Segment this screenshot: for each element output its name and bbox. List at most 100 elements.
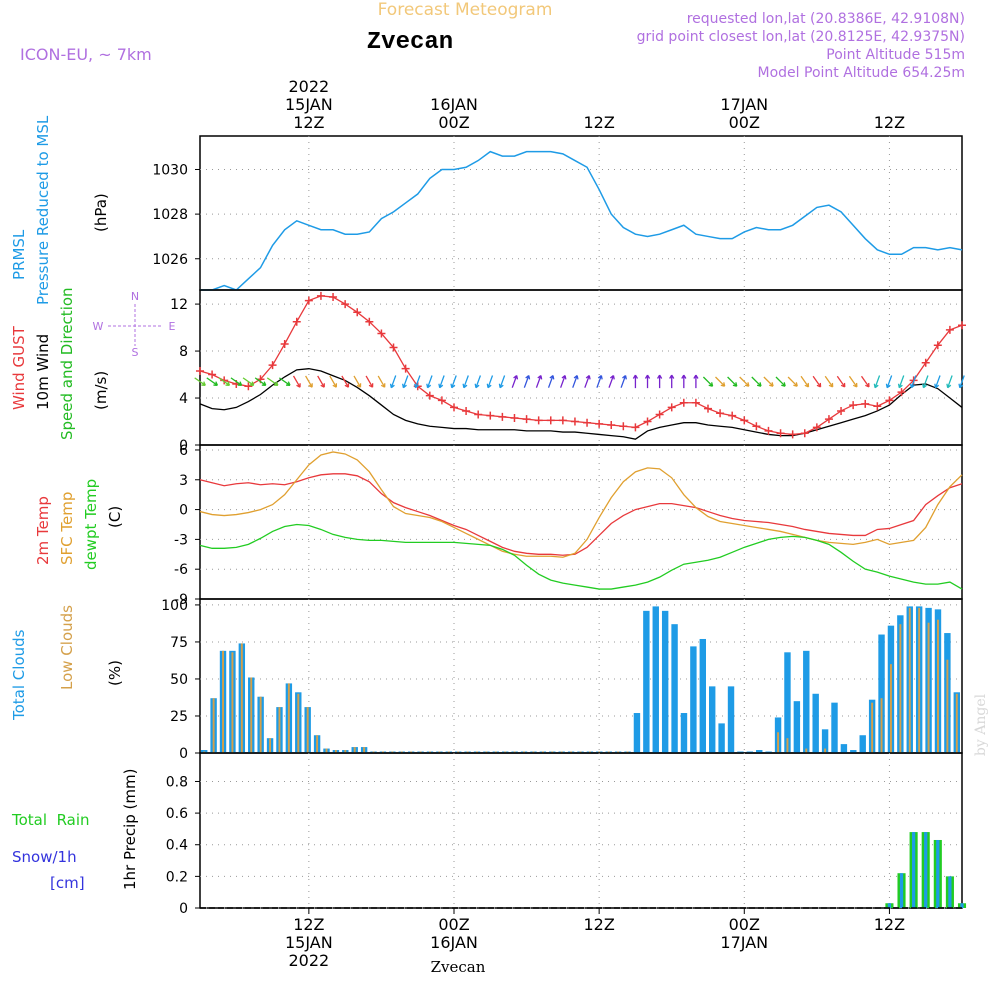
- bottom-tick-date: 17JAN: [720, 933, 768, 952]
- top-tick-time: 00Z: [438, 113, 469, 132]
- top-tick-date: 15JAN: [285, 95, 333, 114]
- wind-direction-arrow: [775, 376, 786, 387]
- wind-direction-arrow: [462, 375, 469, 389]
- requested-coords: requested lon,lat (20.8386E, 42.9108N): [687, 11, 965, 27]
- gust-marker: [510, 413, 519, 422]
- gust-marker: [304, 296, 313, 305]
- wind-direction-arrow: [632, 374, 639, 389]
- low-cloud-bar: [278, 707, 281, 753]
- top-tick-time: 12Z: [874, 113, 905, 132]
- panel-frame: [199, 598, 963, 754]
- wind-direction-arrow: [438, 375, 445, 389]
- snow-bar: [960, 903, 964, 908]
- gust-marker: [788, 430, 797, 439]
- gust-marker: [958, 321, 966, 330]
- wind-direction-arrow: [242, 377, 255, 386]
- gust-marker: [437, 396, 446, 405]
- total-cloud-bar: [680, 713, 688, 753]
- gust-marker: [316, 291, 325, 300]
- low-cloud-label: Low Clouds: [58, 605, 76, 690]
- compass-s: S: [132, 346, 139, 359]
- compass-w: W: [93, 320, 104, 333]
- low-cloud-bar: [946, 659, 949, 753]
- wind-direction-arrow: [739, 376, 750, 387]
- gust-marker: [583, 418, 592, 427]
- wind-direction-arrow: [305, 375, 313, 388]
- station-name: Zvecan: [367, 29, 453, 56]
- wind-direction-arrow: [715, 376, 726, 387]
- panel-1: 1026 1028 1030: [152, 135, 963, 291]
- wind-label: 10m Wind: [34, 334, 52, 410]
- gust-marker: [244, 382, 253, 391]
- wind-direction-arrow: [800, 375, 810, 388]
- gust-marker: [268, 361, 277, 370]
- low-cloud-bar: [363, 747, 366, 753]
- gust-marker: [607, 421, 616, 430]
- temp2m-line: [199, 473, 963, 556]
- total-cloud-label: Total Clouds: [10, 629, 28, 721]
- wind-direction-arrow: [620, 374, 627, 388]
- wind-direction-arrow: [860, 375, 870, 388]
- snow-bar: [912, 832, 916, 908]
- low-cloud-bar: [889, 664, 892, 753]
- panel-5: 0 0.2 0.4 0.6 0.8: [166, 752, 967, 917]
- gust-marker: [619, 422, 628, 431]
- gust-marker: [401, 364, 410, 373]
- gust-marker: [425, 391, 434, 400]
- gust-marker: [353, 308, 362, 317]
- low-cloud-bar: [353, 747, 356, 753]
- gust-marker: [873, 402, 882, 411]
- point-altitude: Point Altitude 515m: [826, 47, 965, 63]
- y-tick-label: 0: [179, 438, 188, 454]
- gust-marker: [498, 412, 507, 421]
- low-cloud-bar: [240, 643, 243, 753]
- prmsl-desc: Pressure Reduced to MSL: [34, 115, 52, 305]
- bottom-tick-time: 12Z: [293, 915, 324, 934]
- gust-marker: [764, 426, 773, 435]
- pressure-labels: PRMSL Pressure Reduced to MSL (hPa): [10, 115, 110, 305]
- total-cloud-bar: [878, 634, 885, 753]
- gust-line: [199, 295, 963, 436]
- temp-unit: (C): [106, 506, 124, 528]
- top-tick-year: 2022: [288, 77, 329, 96]
- gust-marker: [631, 423, 640, 432]
- low-cloud-bar: [937, 619, 939, 753]
- gust-marker: [691, 398, 700, 407]
- total-cloud-bar: [643, 610, 650, 753]
- wind-direction-arrow: [693, 374, 699, 389]
- wind-speed-line: [199, 368, 963, 440]
- chart-title: Forecast Meteogram: [378, 0, 553, 20]
- gust-marker: [292, 317, 301, 326]
- bottom-tick-time: 00Z: [729, 915, 760, 934]
- panel-frame: [199, 444, 963, 600]
- gust-label: Wind GUST: [10, 325, 28, 410]
- gust-marker: [570, 417, 579, 426]
- wind-direction-arrow: [812, 375, 822, 388]
- gust-marker: [776, 429, 785, 438]
- low-cloud-bar: [899, 624, 902, 753]
- gust-marker: [655, 410, 664, 419]
- gust-marker: [824, 415, 833, 424]
- y-tick-label: 75: [170, 635, 188, 651]
- total-cloud-bar: [850, 750, 857, 753]
- wind-direction-arrow: [547, 374, 555, 388]
- wind-direction-arrow: [254, 377, 267, 386]
- compass-n: N: [131, 290, 139, 303]
- gust-marker: [861, 399, 870, 408]
- snow-unit: [cm]: [50, 874, 85, 892]
- snow-bar: [899, 873, 904, 908]
- bottom-tick-date: 16JAN: [430, 933, 478, 952]
- gust-marker: [704, 404, 712, 413]
- gust-marker: [462, 406, 471, 415]
- total-cloud-bar: [840, 744, 848, 753]
- wind-labels: Wind GUST 10m Wind Speed and Direction (…: [10, 287, 176, 440]
- gust-marker: [740, 416, 749, 425]
- bottom-tick-time: 00Z: [438, 915, 469, 934]
- wind-direction-arrow: [341, 375, 350, 388]
- gust-marker: [728, 411, 737, 420]
- wind-unit: (m/s): [92, 371, 110, 410]
- y-tick-label: -9: [174, 592, 188, 608]
- wind-direction-arrow: [584, 374, 591, 388]
